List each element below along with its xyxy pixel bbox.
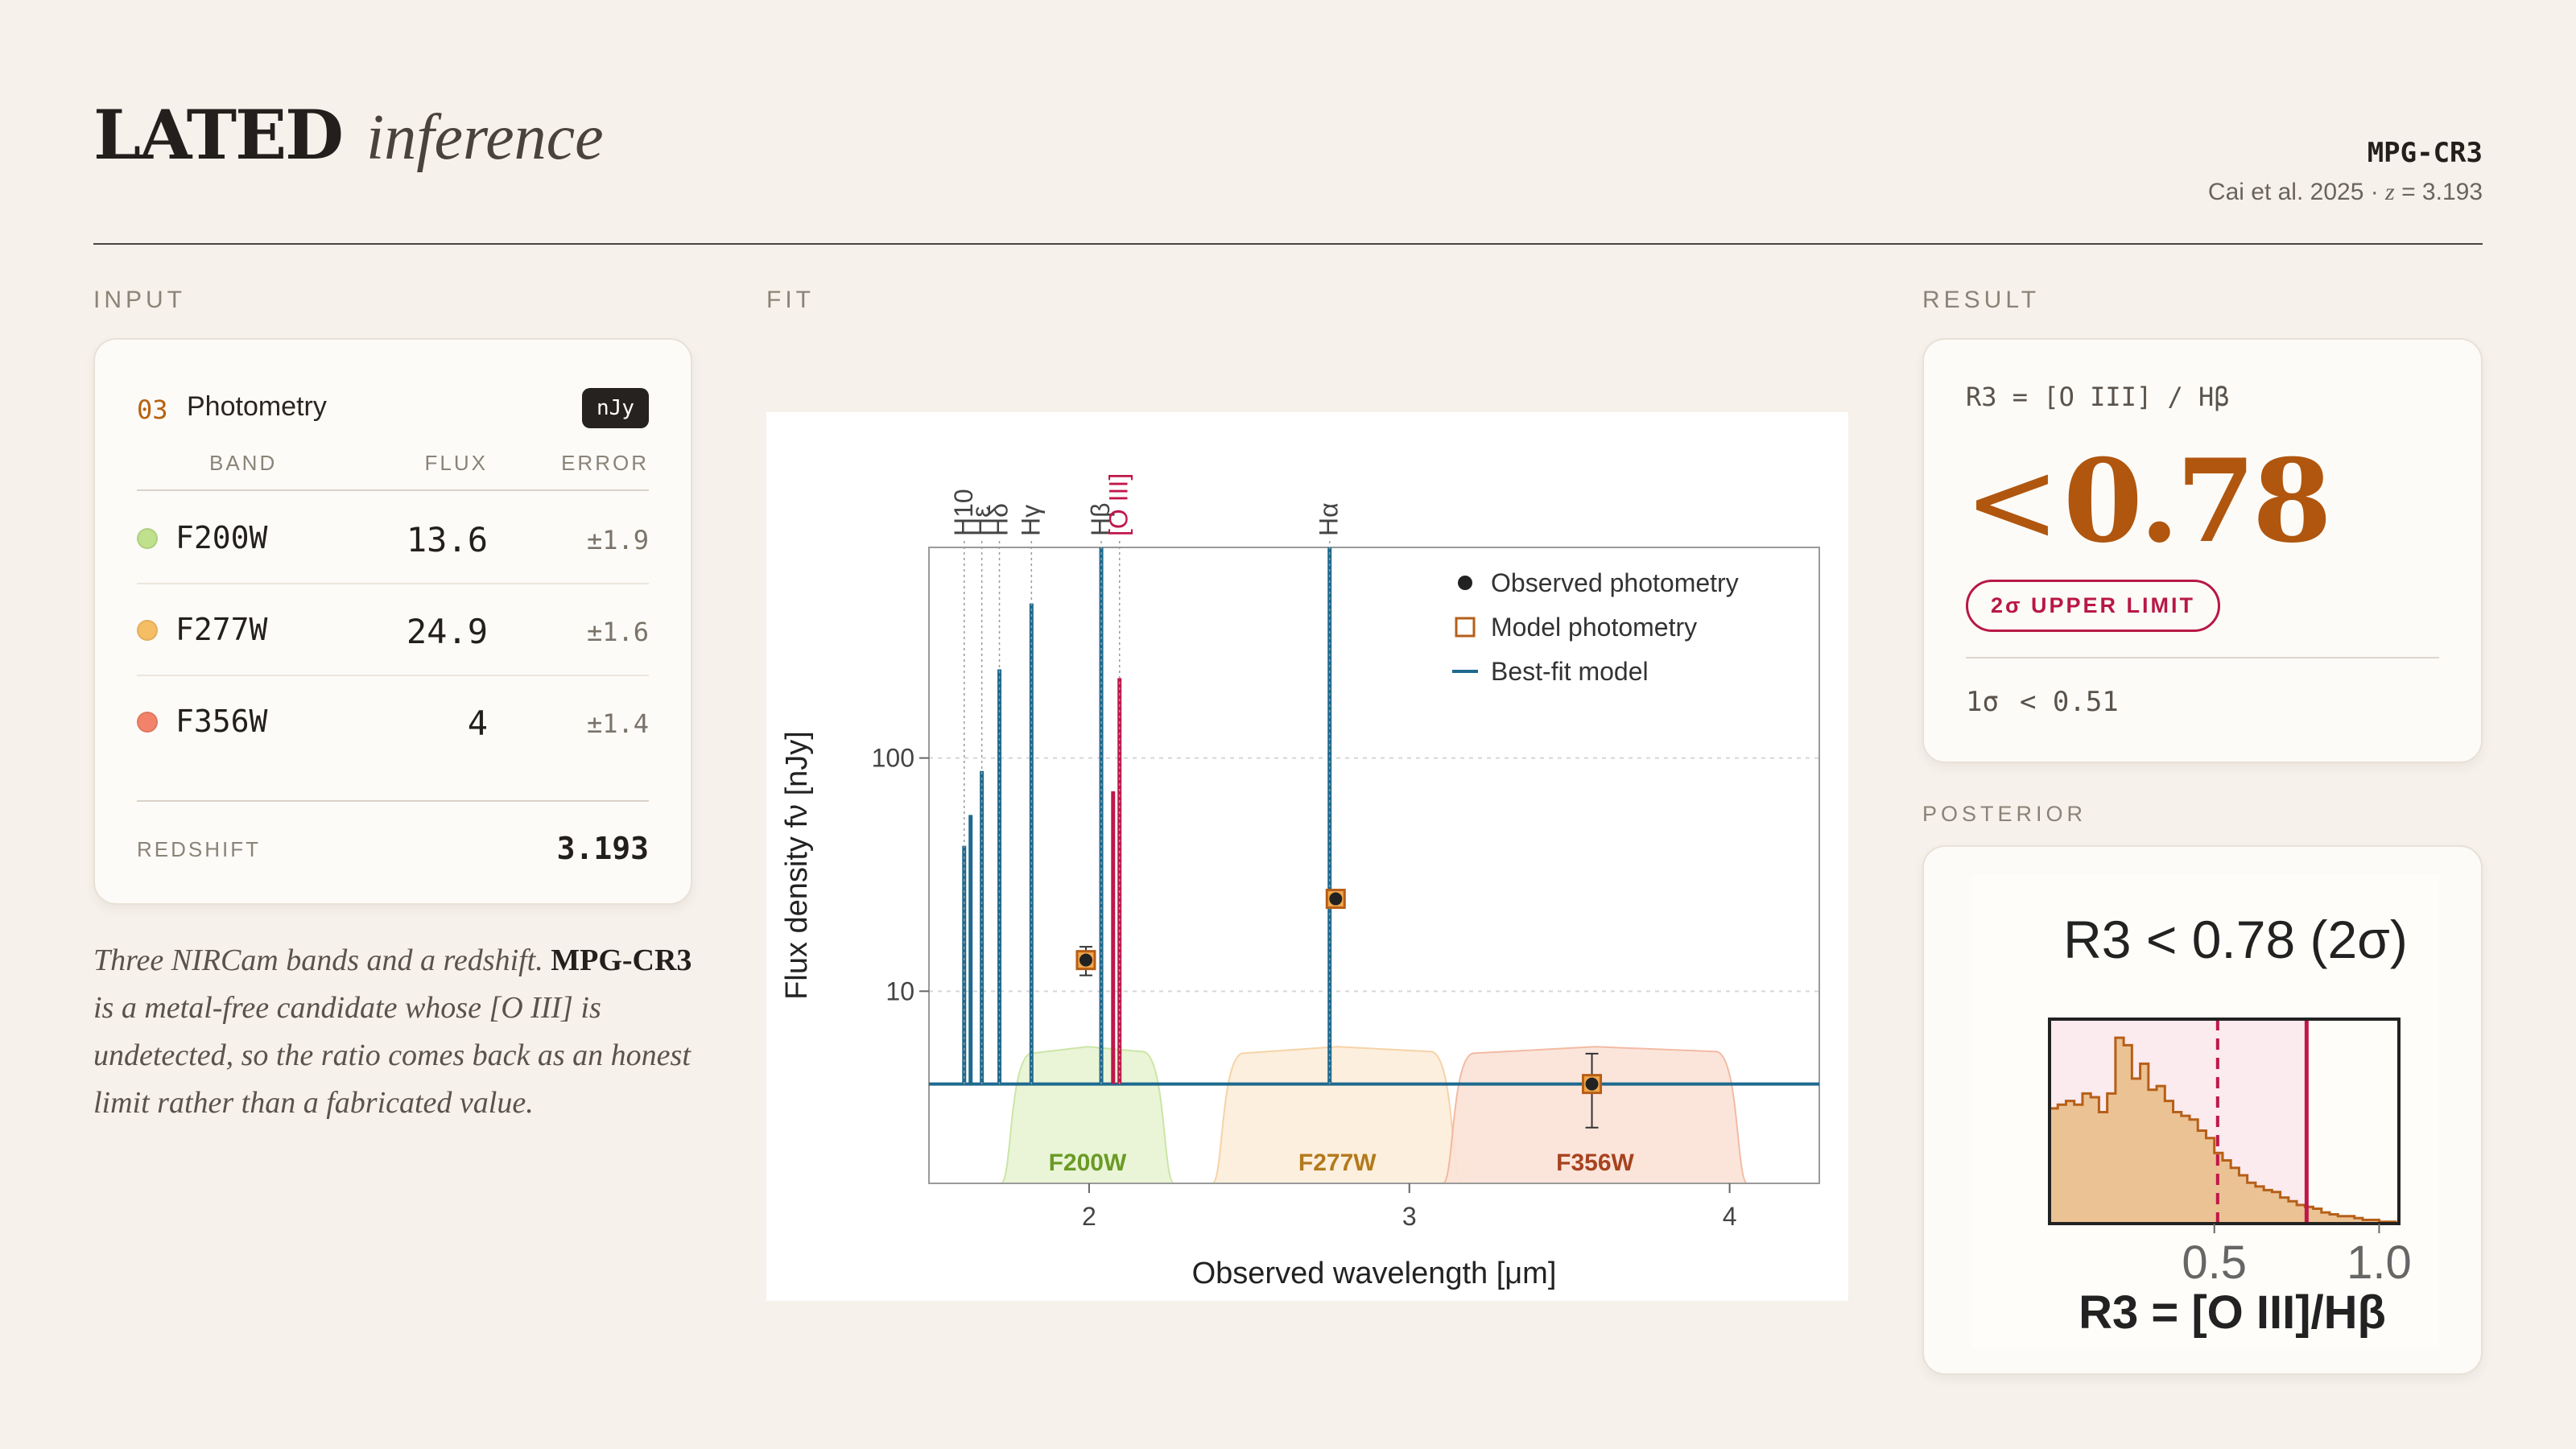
description-part-2: is a metal-free candidate whose [O III] … [93, 991, 691, 1120]
legend-marker-model [1455, 617, 1476, 638]
error-value: ±1.9 [586, 525, 649, 555]
legend-label: Model photometry [1491, 613, 1697, 642]
filter-curve-f356w [1442, 1046, 1748, 1184]
line-label: Hδ [985, 503, 1013, 536]
section-label-posterior: POSTERIOR [1922, 802, 2087, 826]
posterior-frame [2048, 1018, 2401, 1225]
description: Three NIRCam bands and a redshift. MPG-C… [93, 937, 692, 1127]
band-color-dot [137, 712, 158, 733]
description-object: MPG-CR3 [551, 943, 692, 977]
band-name: F200W [175, 520, 268, 555]
app-subtitle: inference [366, 102, 604, 173]
line-label: [O III] [1104, 473, 1133, 536]
column-flux: FLUX [424, 451, 488, 475]
photometry-step-number: 03 [137, 394, 168, 425]
one-sigma-value: < 0.51 [2019, 686, 2119, 718]
band-name: F277W [175, 612, 268, 647]
photometry-row: F200W 13.6 ±1.9 [137, 493, 649, 584]
legend-label: Observed photometry [1491, 568, 1739, 597]
line-label: Hα [1315, 502, 1344, 536]
y-tick-label: 10 [886, 976, 914, 1005]
photometry-column-headers: BAND FLUX ERROR [137, 451, 649, 491]
upper-limit-badge: 2σ UPPER LIMIT [1966, 580, 2220, 632]
x-tick-label: 0.5 [2182, 1236, 2247, 1289]
band-name: F356W [175, 704, 268, 739]
result-value: <0.78 [1964, 435, 2332, 568]
x-tick-label: 3 [1402, 1202, 1417, 1231]
flux-value: 13.6 [406, 520, 488, 559]
redshift-row: REDSHIFT 3.193 [137, 800, 649, 866]
filter-label: F277W [1298, 1150, 1377, 1176]
object-info: MPG-CR3 Cai et al. 2025 · z = 3.193 [2208, 137, 2483, 206]
section-label-input: INPUT [93, 287, 186, 313]
column-band: BAND [209, 451, 278, 475]
legend-marker-observed [1458, 576, 1472, 590]
reference-text: Cai et al. 2025 · [2207, 179, 2386, 205]
observed-point [1585, 1077, 1599, 1091]
line-label: Hβ [1086, 502, 1115, 536]
x-axis-label: Observed wavelength [μm] [1192, 1257, 1557, 1290]
redshift-text: = 3.193 [2394, 179, 2483, 205]
one-sigma-limit: 1σ < 0.51 [1966, 686, 2140, 718]
line-label: H10 [949, 489, 978, 536]
fit-chart-panel: F200W F277W F356W H10 Hε Hδ Hγ Hβ [O III] Hα 2 3 4 10… [766, 412, 1848, 1301]
band-color-dot [137, 528, 158, 549]
x-tick-label: 4 [1723, 1202, 1737, 1231]
posterior-x-label: R3 = [O III]/Hβ [2079, 1286, 2386, 1339]
less-than-sign: < [1964, 436, 2060, 568]
result-card: R3 = [O III] / Hβ <0.78 2σ UPPER LIMIT 1… [1922, 338, 2483, 763]
photometry-card: 03 Photometry nJy BAND FLUX ERROR F200W … [93, 338, 692, 905]
photometry-row: F356W 4 ±1.4 [137, 676, 649, 768]
divider [1966, 657, 2439, 658]
redshift-symbol: z [2385, 179, 2395, 205]
x-tick-label: 1.0 [2347, 1236, 2412, 1289]
app-title: LATED [93, 95, 344, 175]
error-value: ±1.4 [586, 708, 649, 739]
line-label: Hγ [1016, 505, 1045, 536]
x-tick-label: 2 [1082, 1202, 1096, 1231]
unit-badge: nJy [582, 388, 649, 428]
line-label: Hε [967, 506, 996, 536]
object-reference: Cai et al. 2025 · z = 3.193 [2208, 179, 2483, 206]
y-axis-label: Flux density fν [nJy] [780, 731, 814, 1000]
posterior-histogram: R3 < 0.78 (2σ) 0.5 1.0R3 = [O III]/Hβ [2048, 910, 2412, 1339]
one-sigma-label: 1σ [1966, 686, 1999, 718]
description-part-1: Three NIRCam bands and a redshift. [93, 943, 551, 977]
result-formula: R3 = [O III] / Hβ [1966, 382, 2230, 412]
photometry-header: 03 Photometry nJy [137, 388, 649, 433]
legend-label: Best-fit model [1491, 657, 1649, 686]
observed-point [1329, 892, 1343, 906]
plot-frame [928, 547, 1820, 1184]
band-color-dot [137, 620, 158, 641]
y-tick-label: 100 [872, 744, 914, 773]
photometry-title: Photometry [187, 391, 327, 422]
posterior-card: R3 < 0.78 (2σ) 0.5 1.0 R3 = [O III]/Hβ [1922, 845, 2483, 1375]
posterior-title: R3 < 0.78 (2σ) [2063, 910, 2408, 969]
filter-label: F356W [1556, 1150, 1634, 1176]
redshift-label: REDSHIFT [137, 837, 261, 861]
error-value: ±1.6 [586, 617, 649, 647]
section-label-result: RESULT [1922, 287, 2041, 313]
page-header: LATED inference MPG-CR3 Cai et al. 2025 … [93, 95, 2483, 245]
redshift-value: 3.193 [556, 831, 649, 866]
result-number: 0.78 [2062, 435, 2332, 568]
brand: LATED inference [93, 95, 604, 175]
section-label-fit: FIT [766, 287, 815, 313]
flux-value: 4 [467, 704, 488, 743]
observed-point [1079, 953, 1092, 967]
posterior-plot-area: R3 < 0.78 (2σ) 0.5 1.0 R3 = [O III]/Hβ [1972, 874, 2439, 1349]
flux-value: 24.9 [406, 612, 488, 651]
photometry-row: F277W 24.9 ±1.6 [137, 584, 649, 676]
histogram-bars [2048, 1036, 2397, 1225]
object-id: MPG-CR3 [2367, 137, 2483, 169]
filter-label: F200W [1049, 1150, 1127, 1176]
column-error: ERROR [561, 451, 649, 475]
